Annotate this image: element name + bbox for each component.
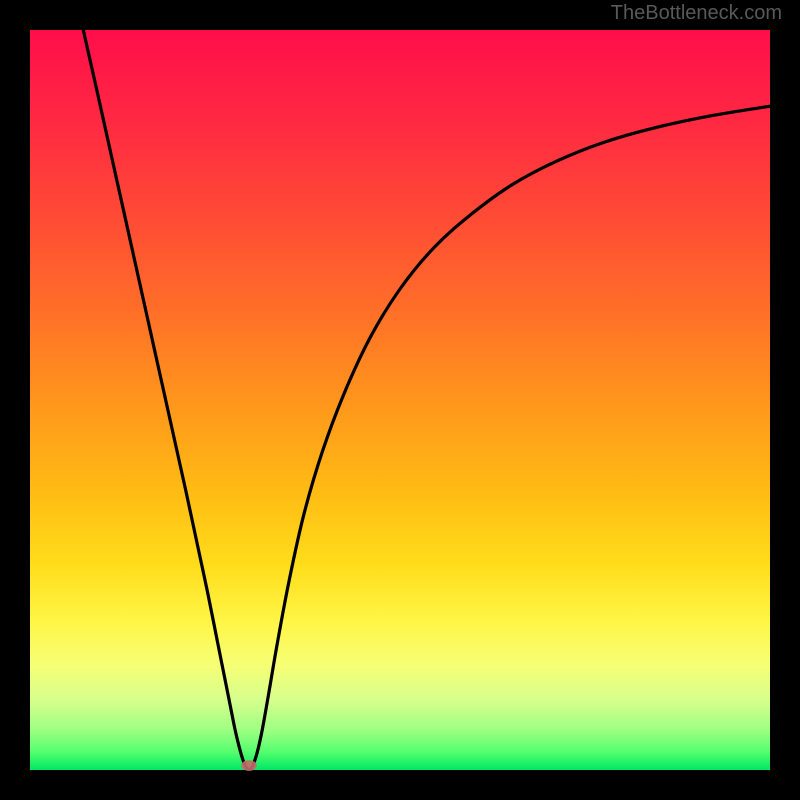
minimum-marker bbox=[241, 760, 257, 771]
chart-stage: TheBottleneck.com bbox=[0, 0, 800, 800]
curve-overlay bbox=[0, 0, 800, 800]
bottleneck-curve bbox=[83, 30, 770, 770]
attribution-label: TheBottleneck.com bbox=[611, 2, 782, 25]
